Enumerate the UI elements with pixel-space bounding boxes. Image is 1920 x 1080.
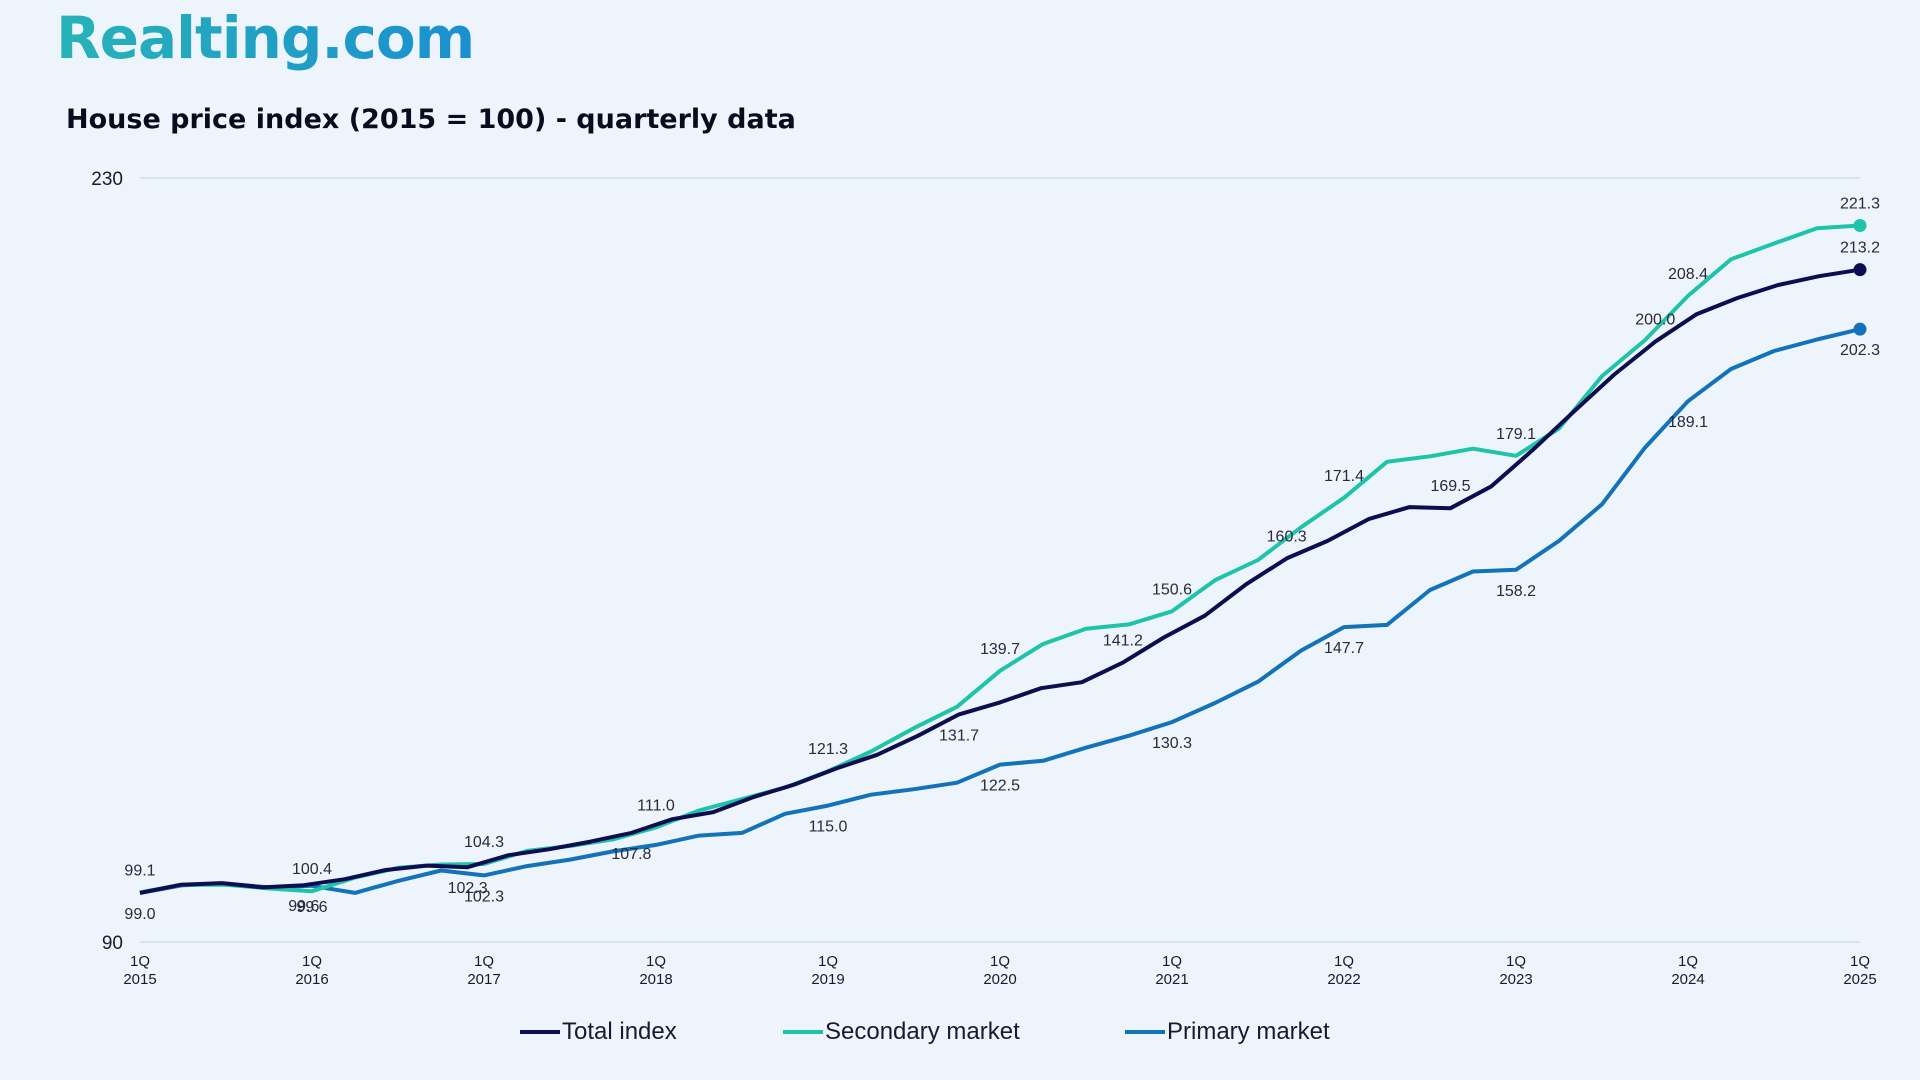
data-label: 102.3 <box>464 888 504 905</box>
data-label: 102.3 <box>448 880 488 897</box>
data-label: 158.2 <box>1496 583 1536 600</box>
x-tick-label: 1Q <box>1850 953 1870 970</box>
x-tick-label: 2025 <box>1843 971 1876 988</box>
data-label: 147.7 <box>1324 640 1364 657</box>
series-end-marker-total-index <box>1853 263 1867 277</box>
data-label: 208.4 <box>1668 266 1708 283</box>
data-label: 139.7 <box>980 641 1020 658</box>
data-label: 221.3 <box>1840 195 1880 212</box>
x-tick-label: 2019 <box>811 971 844 988</box>
x-tick-label: 2018 <box>639 971 672 988</box>
x-tick-label: 1Q <box>474 953 494 970</box>
data-label: 160.3 <box>1267 528 1307 545</box>
x-tick-label: 2020 <box>983 971 1016 988</box>
data-label: 107.8 <box>611 846 651 863</box>
data-label: 141.2 <box>1103 633 1143 650</box>
data-label: 179.1 <box>1496 426 1536 443</box>
x-tick-label: 1Q <box>1334 953 1354 970</box>
chart-title: House price index (2015 = 100) - quarter… <box>66 104 796 135</box>
legend-item-total-index[interactable]: Total index <box>520 1018 677 1046</box>
series-line-total-index <box>139 267 1861 895</box>
data-label: 104.3 <box>464 834 504 851</box>
legend-label-secondary: Secondary market <box>825 1018 1020 1045</box>
data-label: 121.3 <box>808 741 848 758</box>
series-end-marker-primary-market <box>1853 322 1867 336</box>
legend-swatch-secondary <box>783 1030 823 1034</box>
y-tick-label: 90 <box>102 933 123 954</box>
x-tick-label: 1Q <box>302 953 322 970</box>
data-label: 111.0 <box>637 797 675 814</box>
brand-logo[interactable]: Realting.com <box>56 4 475 72</box>
legend-item-primary-market[interactable]: Primary market <box>1125 1018 1330 1046</box>
x-tick-label: 1Q <box>990 953 1010 970</box>
x-tick-label: 2016 <box>295 971 328 988</box>
legend-label-primary: Primary market <box>1167 1018 1330 1045</box>
x-tick-label: 1Q <box>130 953 150 970</box>
data-label: 99.1 <box>124 862 155 879</box>
data-label: 131.7 <box>939 727 979 744</box>
data-label: 130.3 <box>1152 735 1192 752</box>
series-end-marker-secondary-market <box>1853 218 1867 232</box>
x-tick-label: 2017 <box>467 971 500 988</box>
chart-legend: Total index Secondary market Primary mar… <box>0 1018 1920 1054</box>
data-label: 115.0 <box>809 819 848 836</box>
data-label: 99.6 <box>288 898 319 915</box>
data-label: 202.3 <box>1840 342 1880 359</box>
data-label: 200.0 <box>1635 312 1675 329</box>
data-label: 99.6 <box>296 899 327 916</box>
x-tick-label: 2024 <box>1671 971 1704 988</box>
y-tick-label: 230 <box>91 169 123 190</box>
legend-swatch-primary <box>1125 1030 1165 1034</box>
x-tick-label: 1Q <box>818 953 838 970</box>
x-tick-label: 2015 <box>123 971 156 988</box>
data-label: 150.6 <box>1152 581 1192 598</box>
legend-label-total: Total index <box>562 1018 677 1045</box>
x-tick-label: 2022 <box>1327 971 1360 988</box>
x-tick-label: 1Q <box>1506 953 1526 970</box>
data-label: 171.4 <box>1324 468 1364 485</box>
x-tick-label: 2023 <box>1499 971 1532 988</box>
x-tick-label: 1Q <box>1678 953 1698 970</box>
legend-item-secondary-market[interactable]: Secondary market <box>783 1018 1020 1046</box>
data-label: 99.0 <box>124 906 155 923</box>
data-label: 100.4 <box>292 861 332 878</box>
x-tick-label: 1Q <box>646 953 666 970</box>
series-line-primary-market <box>139 327 1861 895</box>
data-label: 169.5 <box>1430 478 1470 495</box>
data-label: 122.5 <box>980 778 1020 795</box>
x-tick-label: 2021 <box>1155 971 1188 988</box>
legend-swatch-total <box>520 1030 560 1034</box>
x-tick-label: 1Q <box>1162 953 1182 970</box>
data-label: 189.1 <box>1668 414 1708 431</box>
price-index-chart: 230901Q20151Q20161Q20171Q20181Q20191Q202… <box>91 169 1880 988</box>
data-label: 213.2 <box>1840 240 1880 257</box>
